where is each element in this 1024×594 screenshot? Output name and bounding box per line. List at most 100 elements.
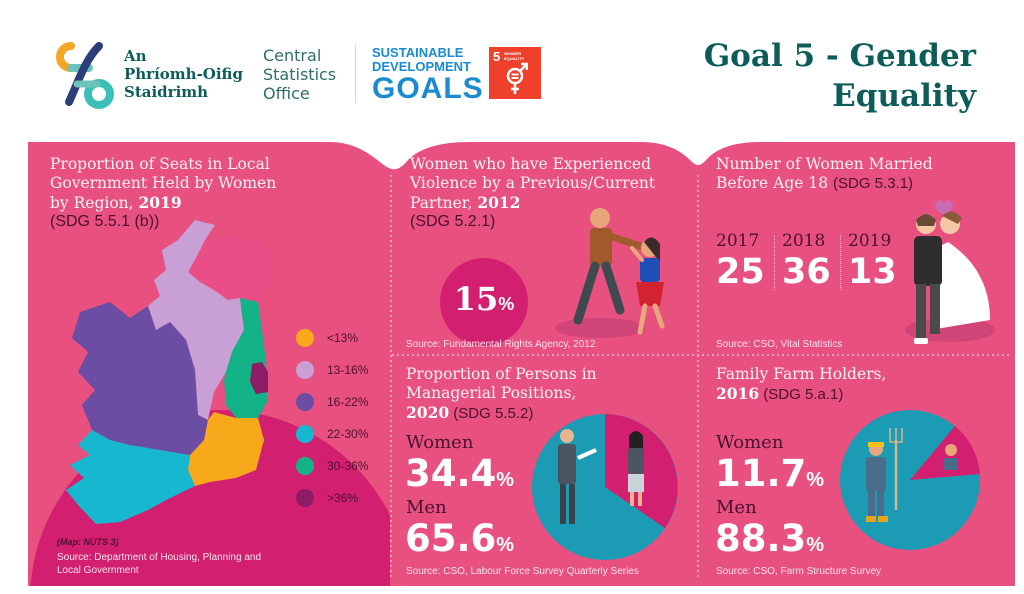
farm-holders-pie-chart	[840, 410, 980, 550]
women-label: Women	[406, 432, 474, 453]
men-value: 88.3%	[715, 519, 824, 565]
title-line: Managerial Positions,	[406, 384, 577, 402]
wedding-couple-illustration	[905, 200, 995, 344]
farm-panel-heading: Family Farm Holders, 2016 (SDG 5.a.1)	[716, 365, 886, 404]
managerial-panel-heading: Proportion of Persons in Managerial Posi…	[406, 365, 597, 423]
title-line: Women who have Experienced	[410, 155, 652, 173]
women-percent: 34.4	[405, 452, 497, 495]
legend-swatch	[296, 329, 314, 347]
married-year-2018: 2018 36	[782, 230, 831, 292]
legend-swatch	[296, 361, 314, 379]
violence-stat-circle: 15%	[440, 258, 528, 346]
sdg-goal-5-badge: 5 GENDER EQUALITY	[489, 47, 541, 99]
legend-item: 30-36%	[296, 450, 368, 482]
women-value: 11.7%	[715, 454, 824, 500]
map-legend: <13% 13-16% 16-22% 22-30% 30-36% >36%	[296, 322, 368, 514]
cso-irish-line: Staidrimh	[124, 83, 209, 101]
managerial-pie-chart	[532, 414, 678, 560]
sdg-reference: (SDG 5.5.2)	[449, 405, 534, 422]
percent-unit: %	[806, 469, 825, 491]
year-divider	[840, 235, 841, 290]
farm-source: Source: CSO, Farm Structure Survey	[716, 566, 882, 577]
managerial-panel-title: Proportion of Persons in Managerial Posi…	[406, 365, 597, 423]
women-value: 34.4%	[405, 454, 514, 500]
cso-irish-line: Phríomh-Oifig	[124, 65, 243, 83]
year-label: 2017	[716, 231, 760, 251]
page-title-line: Goal 5 - Gender	[703, 38, 976, 74]
legend-item: 13-16%	[296, 354, 368, 386]
source-line: Local Government	[57, 565, 139, 576]
legend-item: 22-30%	[296, 418, 368, 450]
violence-source: Source: Fundamental Rights Agency, 2012	[406, 339, 596, 350]
married-year-2019: 2019 13	[848, 230, 897, 292]
title-year: 2020	[406, 403, 450, 422]
year-value: 25	[716, 252, 765, 292]
title-line: Proportion of Persons in	[406, 365, 597, 383]
married-panel-title: Number of Women Married Before Age 18 (S…	[716, 155, 933, 193]
page-title: Goal 5 - Gender Equality	[704, 36, 976, 116]
sdg-reference: (SDG 5.a.1)	[759, 386, 844, 403]
sdg-wordmark-goals: GOALS	[372, 72, 484, 105]
percent-unit: %	[496, 534, 515, 556]
cso-irish-line: An	[124, 47, 147, 65]
title-line: Family Farm Holders,	[716, 365, 887, 383]
legend-label: 16-22%	[327, 395, 369, 409]
legend-label: 30-36%	[327, 459, 369, 473]
cso-irish-name: An Phríomh-Oifig Staidrimh	[124, 47, 243, 101]
violence-panel-title: Women who have Experienced Violence by a…	[410, 155, 655, 213]
seats-source: Source: Department of Housing, Planning …	[57, 551, 261, 577]
women-label: Women	[716, 432, 784, 453]
sdg-wordmark-line: DEVELOPMENT	[372, 59, 471, 74]
source-line: Source: Department of Housing, Planning …	[57, 552, 262, 563]
cso-english-line: Statistics	[263, 65, 337, 84]
sdg-reference: (SDG 5.2.1)	[410, 213, 496, 230]
title-line: Government Held by Women	[50, 174, 277, 192]
married-year-2017: 2017 25	[716, 230, 765, 292]
seats-panel-heading: Proportion of Seats in Local Government …	[50, 155, 276, 231]
farm-panel-title: Family Farm Holders, 2016 (SDG 5.a.1)	[716, 365, 886, 404]
men-percent: 65.6	[405, 517, 497, 560]
ireland-map	[66, 220, 272, 524]
sdg-goal-number: 5	[493, 49, 501, 64]
violence-panel-heading: Women who have Experienced Violence by a…	[410, 155, 655, 231]
legend-label: 13-16%	[327, 363, 369, 377]
gender-equality-icon	[506, 62, 528, 94]
title-year: 2016	[716, 384, 760, 403]
year-value: 13	[848, 252, 897, 292]
women-percent: 11.7	[715, 452, 807, 495]
sdg-goal-label-line: GENDER	[504, 51, 522, 56]
title-line: Before Age 18	[716, 174, 834, 192]
map-note: (Map: NUTS 3)	[57, 537, 119, 547]
percent-unit: %	[806, 534, 825, 556]
year-divider	[774, 235, 775, 290]
legend-label: >36%	[327, 491, 359, 505]
men-percent: 88.3	[715, 517, 807, 560]
cso-english-name: Central Statistics Office	[263, 46, 336, 103]
title-line: Partner,	[410, 194, 478, 212]
legend-item: 16-22%	[296, 386, 368, 418]
legend-swatch	[296, 393, 314, 411]
title-year: 2019	[138, 193, 182, 212]
percent-unit: %	[496, 469, 515, 491]
year-label: 2019	[848, 231, 892, 251]
legend-swatch	[296, 457, 314, 475]
men-label: Men	[716, 497, 757, 518]
men-label: Men	[406, 497, 447, 518]
title-line: Number of Women Married	[716, 155, 933, 173]
sdg-goal-label-line: EQUALITY	[504, 56, 525, 61]
married-panel-heading: Number of Women Married Before Age 18 (S…	[716, 155, 933, 193]
violence-illustration	[555, 208, 665, 338]
cso-english-line: Office	[263, 84, 310, 103]
legend-label: <13%	[327, 331, 359, 345]
page-title-line: Equality	[832, 78, 976, 114]
legend-item: <13%	[296, 322, 368, 354]
title-line: by Region,	[50, 194, 139, 212]
legend-swatch	[296, 425, 314, 443]
sdg-wordmark-line: SUSTAINABLE	[372, 45, 464, 60]
cso-english-line: Central	[263, 46, 322, 65]
men-value: 65.6%	[405, 519, 514, 565]
legend-label: 22-30%	[327, 427, 369, 441]
seats-panel-title: Proportion of Seats in Local Government …	[50, 155, 276, 213]
violence-stat-value: 15%	[440, 280, 528, 318]
